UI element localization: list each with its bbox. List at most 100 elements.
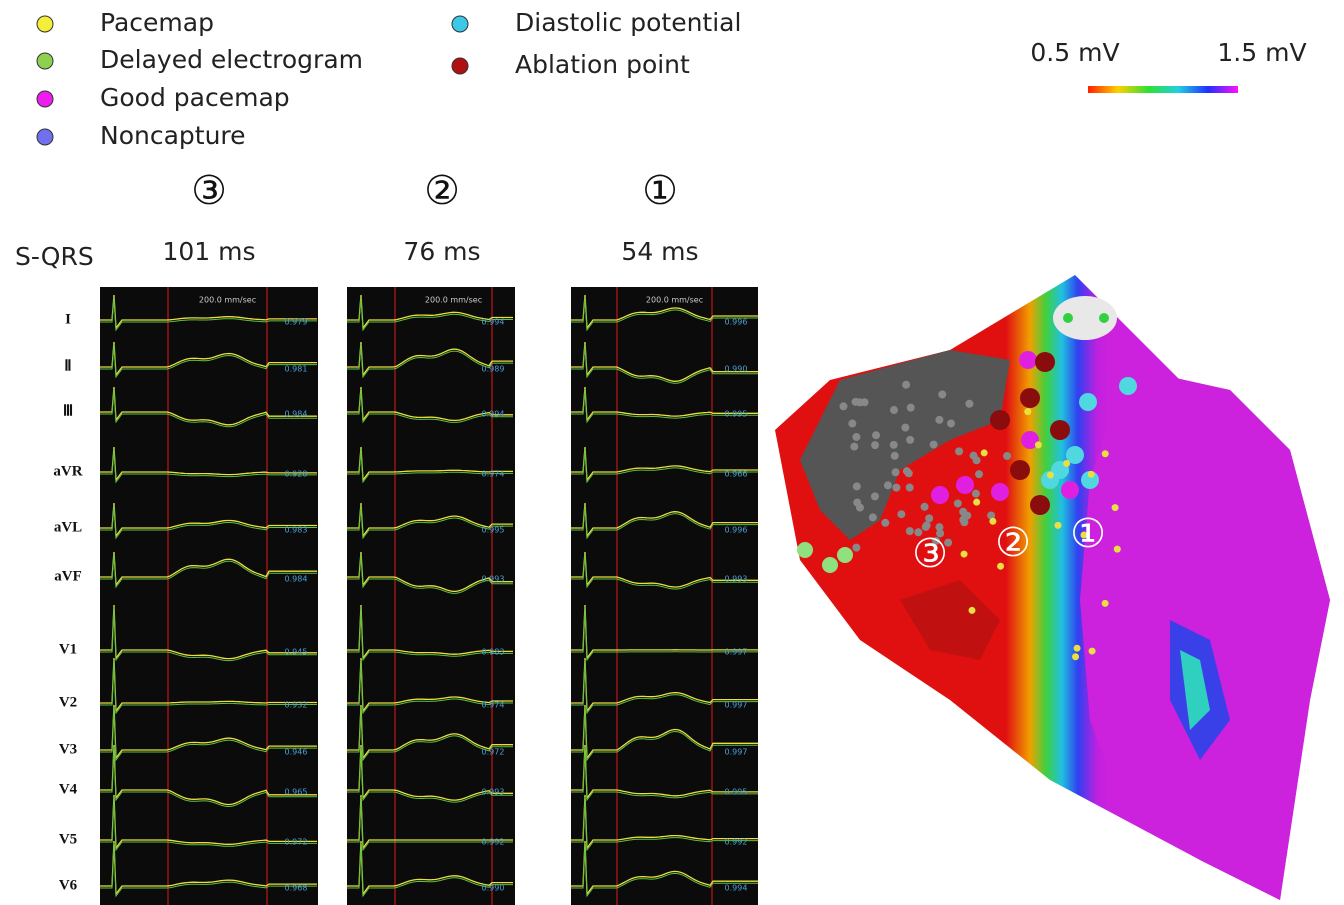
ecg-trace <box>571 446 758 482</box>
sphere <box>965 399 974 408</box>
lead-label: Ⅲ <box>63 403 73 419</box>
sphere <box>891 468 900 477</box>
ecg-trace <box>347 553 513 594</box>
ecg-trace <box>100 744 317 806</box>
ecg-trace <box>571 604 758 660</box>
s-qrs-value: 76 ms <box>403 237 480 266</box>
ecg-trace <box>571 551 758 588</box>
ecg-trace <box>571 606 758 662</box>
sphere <box>1050 420 1070 440</box>
sphere <box>973 498 981 506</box>
legend-swatch <box>451 57 469 75</box>
sphere <box>871 441 880 450</box>
sphere <box>925 514 934 523</box>
correlation-value: 0.984 <box>285 410 308 419</box>
sphere <box>931 486 949 504</box>
sweep-speed: 200.0 mm/sec <box>199 296 256 305</box>
sphere <box>956 476 974 494</box>
ecg-trace <box>100 448 317 484</box>
sphere <box>968 606 976 614</box>
ecg-trace <box>100 386 317 426</box>
correlation-value: 0.996 <box>725 526 748 535</box>
correlation-value: 0.994 <box>482 410 505 419</box>
correlation-value: 0.945 <box>285 648 308 657</box>
correlation-value: 0.983 <box>482 648 505 657</box>
ecg-trace <box>100 657 317 713</box>
ecg-trace <box>100 706 317 762</box>
ecg-trace <box>571 746 758 802</box>
sphere <box>902 467 911 476</box>
correlation-value: 0.995 <box>725 788 748 797</box>
panel-marker: ③ <box>191 168 227 214</box>
ecg-trace <box>571 657 758 713</box>
sphere <box>901 423 910 432</box>
sphere <box>1072 653 1080 661</box>
map-marker: ③ <box>912 531 948 577</box>
panel-marker: ① <box>642 168 678 214</box>
ecg-trace <box>571 388 758 424</box>
sphere <box>1003 451 1012 460</box>
ecg-trace <box>347 446 513 482</box>
correlation-value: 0.993 <box>482 575 505 584</box>
colorbar-max: 1.5 mV <box>1217 38 1306 67</box>
ecg-trace <box>347 386 513 422</box>
sphere <box>889 440 898 449</box>
sphere <box>1019 351 1037 369</box>
sphere <box>1010 460 1030 480</box>
sphere <box>955 447 964 456</box>
ecg-trace <box>347 659 513 715</box>
correlation-value: 0.981 <box>285 365 308 374</box>
correlation-value: 0.993 <box>725 575 748 584</box>
lead-label: V2 <box>59 694 77 710</box>
sphere <box>839 402 848 411</box>
sphere <box>1054 521 1062 529</box>
ecg-trace <box>100 296 317 332</box>
ecg-trace <box>100 551 317 587</box>
correlation-value: 0.996 <box>725 318 748 327</box>
lead-label: I <box>65 311 71 327</box>
ecg-trace <box>347 343 513 379</box>
ecg-trace <box>100 794 317 850</box>
sphere <box>822 557 838 573</box>
sphere <box>953 499 962 508</box>
ecg-trace <box>100 341 317 377</box>
sphere <box>883 481 892 490</box>
sphere <box>892 483 901 492</box>
sphere <box>852 482 861 491</box>
ecg-trace <box>347 341 513 377</box>
sphere <box>935 523 944 532</box>
sphere <box>1063 459 1071 467</box>
sphere <box>905 527 914 536</box>
ecg-trace <box>571 502 758 538</box>
voltage-map <box>775 275 1330 900</box>
ecg-trace <box>100 553 317 589</box>
sphere <box>1087 470 1095 478</box>
sphere <box>868 513 877 522</box>
legend-label: Noncapture <box>100 121 246 150</box>
ecg-trace <box>100 659 317 715</box>
sphere <box>920 502 929 511</box>
ecg-trace <box>347 744 513 801</box>
sphere <box>971 489 980 498</box>
correlation-value: 0.928 <box>285 470 308 479</box>
sphere <box>1061 481 1079 499</box>
sphere <box>936 529 945 538</box>
sphere <box>1035 352 1055 372</box>
correlation-value: 0.968 <box>285 884 308 893</box>
sphere <box>1088 647 1096 655</box>
legend-label: Good pacemap <box>100 83 290 112</box>
ecg-trace <box>571 794 758 850</box>
sphere <box>932 536 941 545</box>
sphere <box>906 403 915 412</box>
sphere <box>855 398 864 407</box>
correlation-value: 0.995 <box>725 410 748 419</box>
legend-swatch <box>36 128 54 146</box>
correlation-value: 0.990 <box>725 365 748 374</box>
sphere <box>990 410 1010 430</box>
correlation-value: 0.997 <box>725 648 748 657</box>
legend-label: Pacemap <box>100 8 214 37</box>
ecg-trace <box>347 746 513 803</box>
ecg-panel <box>347 287 515 905</box>
lead-label: aVF <box>54 568 82 584</box>
